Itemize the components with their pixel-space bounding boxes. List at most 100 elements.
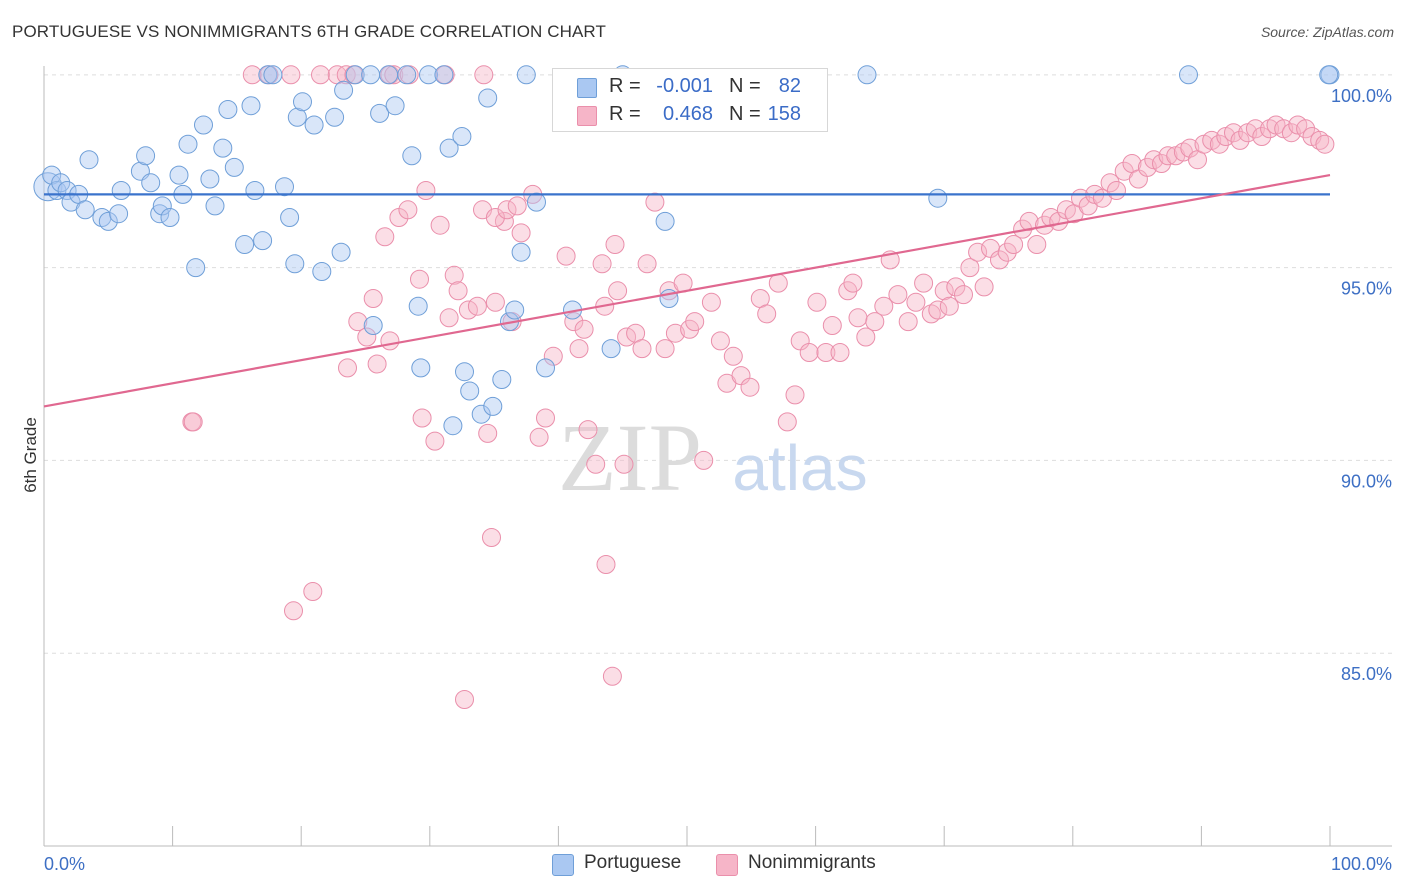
portuguese-point <box>419 65 438 85</box>
nonimmigrants-point <box>430 215 450 235</box>
nonimmigrants-point <box>1230 130 1250 150</box>
portuguese-point <box>857 65 877 85</box>
n-label: N = <box>729 75 761 97</box>
portuguese-point <box>312 262 332 281</box>
portuguese-point <box>370 103 390 123</box>
portuguese-point <box>483 396 503 416</box>
nonimmigrants-point <box>284 601 303 621</box>
portuguese-swatch <box>552 854 574 876</box>
nonimmigrants-point <box>303 582 323 601</box>
portuguese-point <box>51 173 71 193</box>
y-tick-label: 85.0% <box>1341 664 1392 684</box>
watermark: ZIP atlas <box>558 404 868 511</box>
nonimmigrants-point <box>655 339 675 359</box>
nonimmigrants-point <box>363 289 383 308</box>
nonimmigrants-point <box>701 292 721 312</box>
nonimmigrants-point <box>485 208 505 227</box>
nonimmigrants-point <box>1209 134 1229 154</box>
nonimmigrants-point <box>586 454 606 474</box>
portuguese-point <box>460 381 480 401</box>
correlation-legend: R = -0.001 N = 82 R = 0.468 N = 158 <box>552 68 828 132</box>
portuguese-point <box>75 200 95 220</box>
portuguese-point <box>325 107 345 127</box>
legend-row-portuguese: R = -0.001 N = 82 <box>553 72 827 100</box>
nonimmigrants-point <box>665 323 685 343</box>
portuguese-point <box>152 196 172 216</box>
nonimmigrants-point <box>939 296 959 316</box>
portuguese-point <box>434 65 454 85</box>
legend-item-nonimmigrants[interactable]: Nonimmigrants <box>716 852 896 878</box>
nonimmigrants-point <box>723 346 743 366</box>
y-tick-label: 100.0% <box>1331 86 1392 106</box>
points-layer <box>33 65 1340 709</box>
nonimmigrants-point <box>807 292 827 312</box>
portuguese-point <box>655 211 675 231</box>
nonimmigrants-point <box>605 235 625 254</box>
nonimmigrants-point <box>1019 211 1039 231</box>
portuguese-point <box>1319 65 1339 85</box>
portuguese-point <box>361 65 381 85</box>
portuguese-point <box>224 157 244 177</box>
legend-item-portuguese[interactable]: Portuguese <box>552 852 702 878</box>
portuguese-point <box>492 370 512 389</box>
nonimmigrants-point <box>444 265 464 285</box>
nonimmigrants-point <box>380 331 400 351</box>
nonimmigrants-point <box>494 211 514 231</box>
nonimmigrants-point <box>928 300 948 320</box>
nonimmigrants-point <box>348 312 368 332</box>
portuguese-point <box>455 362 474 382</box>
watermark-atlas: atlas <box>732 432 867 504</box>
nonimmigrants-point <box>511 223 531 243</box>
y-tick-label: 95.0% <box>1341 279 1392 299</box>
nonimmigrants-point <box>1281 123 1301 143</box>
nonimmigrants-point <box>281 65 301 85</box>
nonimmigrants-point <box>1100 173 1120 193</box>
nonimmigrants-point <box>536 408 555 428</box>
nonimmigrants-point <box>757 304 777 324</box>
nonimmigrants-point <box>1027 235 1047 254</box>
n-label: N = <box>729 103 761 125</box>
nonimmigrants-point <box>183 412 203 432</box>
portuguese-point <box>200 169 220 189</box>
nonimmigrants-point <box>830 343 850 362</box>
nonimmigrants-point <box>1252 127 1272 146</box>
nonimmigrants-point <box>1315 134 1335 154</box>
nonimmigrants-point <box>632 339 652 359</box>
portuguese-point <box>505 300 525 320</box>
portuguese-point <box>345 65 365 85</box>
portuguese-point <box>287 107 307 127</box>
nonimmigrants-point <box>637 254 657 274</box>
portuguese-point <box>331 242 351 262</box>
nonimmigrants-point <box>455 690 474 709</box>
nonimmigrants-point <box>507 196 527 216</box>
x-tick-label: 100.0% <box>1331 854 1392 874</box>
nonimmigrants-point <box>384 65 404 85</box>
portuguese-point <box>141 173 161 193</box>
n-value: 158 <box>767 103 801 125</box>
nonimmigrants-point <box>645 192 665 212</box>
nonimmigrants-point <box>843 273 863 293</box>
portuguese-point <box>334 80 354 100</box>
nonimmigrants-point <box>556 246 576 266</box>
portuguese-point <box>79 150 99 170</box>
nonimmigrants-point <box>1224 123 1243 143</box>
nonimmigrants-point <box>1260 119 1280 139</box>
nonimmigrants-point <box>608 281 628 301</box>
n-value: 82 <box>778 75 801 97</box>
nonimmigrants-point <box>856 327 876 347</box>
portuguese-point <box>601 339 621 359</box>
nonimmigrants-point <box>474 65 494 85</box>
portuguese-point <box>213 138 233 158</box>
nonimmigrants-point <box>777 412 797 432</box>
portuguese-point <box>536 358 555 378</box>
nonimmigrants-point <box>946 277 966 297</box>
nonimmigrants-point <box>1137 157 1157 177</box>
portuguese-point <box>245 181 265 200</box>
nonimmigrants-point <box>1296 119 1316 139</box>
nonimmigrants-point <box>412 408 432 428</box>
nonimmigrants-point <box>954 285 973 305</box>
portuguese-point <box>379 65 399 85</box>
nonimmigrants-point <box>694 450 714 470</box>
nonimmigrants-point <box>410 269 429 289</box>
portuguese-point <box>385 96 405 116</box>
